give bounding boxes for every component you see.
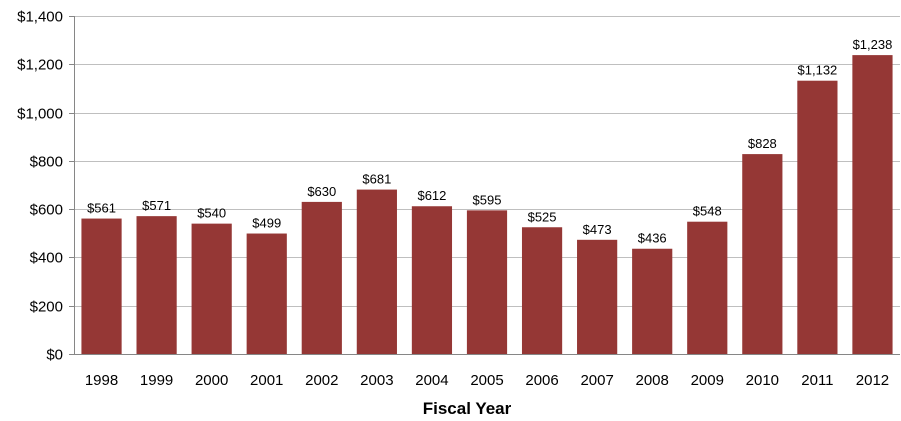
bar-1999 — [136, 216, 177, 354]
y-tick-label: $200 — [30, 299, 63, 316]
data-label-2005: $595 — [473, 192, 502, 207]
bar-2007 — [577, 239, 618, 354]
x-tick-label-2007: 2007 — [580, 372, 613, 389]
labels: $0 $200 $400 $600 $800 $1,000 $1,200 $1,400 $561… — [17, 9, 892, 390]
data-label-2000: $540 — [197, 206, 226, 221]
bar-2010 — [742, 154, 783, 354]
y-tick-label: $1,400 — [17, 9, 63, 26]
data-label-2012: $1,238 — [853, 37, 893, 52]
x-tick-label-2005: 2005 — [470, 372, 503, 389]
x-tick-label-2001: 2001 — [250, 372, 283, 389]
bar-2005 — [466, 210, 508, 354]
data-label-1999: $571 — [142, 198, 171, 213]
bar-2004 — [411, 206, 453, 354]
bar-2006 — [521, 227, 563, 354]
x-tick-label-2012: 2012 — [856, 372, 889, 389]
y-tick-label: $1,200 — [17, 57, 63, 74]
axes — [69, 16, 900, 355]
y-tick-label: $800 — [30, 154, 63, 171]
data-label-2009: $548 — [693, 204, 722, 219]
bar-2003 — [356, 189, 397, 354]
x-tick-label-1998: 1998 — [85, 372, 118, 389]
x-tick-label-2002: 2002 — [305, 372, 338, 389]
y-tick-label: $600 — [30, 202, 63, 219]
bar-2000 — [191, 223, 232, 354]
data-label-2006: $525 — [528, 209, 557, 224]
data-label-2004: $612 — [417, 188, 446, 203]
data-label-1998: $561 — [87, 201, 116, 216]
y-tick-label: $400 — [30, 250, 63, 267]
bar-2008 — [632, 248, 673, 354]
data-label-2007: $473 — [583, 222, 612, 237]
data-label-2001: $499 — [252, 216, 281, 231]
x-tick-label-2009: 2009 — [691, 372, 724, 389]
y-tick-label: $0 — [46, 347, 63, 364]
bar-1998 — [81, 218, 122, 354]
x-tick-label-2003: 2003 — [360, 372, 393, 389]
data-label-2003: $681 — [362, 172, 391, 187]
x-axis-title: Fiscal Year — [423, 399, 512, 418]
bar-2009 — [687, 221, 728, 354]
x-tick-label-1999: 1999 — [140, 372, 173, 389]
bars — [81, 55, 893, 355]
data-label-2010: $828 — [748, 136, 777, 151]
x-tick-label-2008: 2008 — [636, 372, 669, 389]
bar-2012 — [852, 55, 893, 355]
bar-2001 — [246, 233, 287, 354]
x-tick-label-2011: 2011 — [801, 372, 833, 389]
x-tick-label-2006: 2006 — [525, 372, 558, 389]
x-tick-label-2004: 2004 — [415, 372, 448, 389]
y-tick-label: $1,000 — [17, 106, 63, 123]
data-label-2002: $630 — [307, 184, 336, 199]
x-tick-label-2000: 2000 — [195, 372, 228, 389]
x-tick-label-2010: 2010 — [746, 372, 779, 389]
data-label-2008: $436 — [638, 231, 667, 246]
bar-2002 — [301, 201, 342, 354]
data-label-2011: $1,132 — [798, 63, 838, 78]
bar-2011 — [797, 80, 838, 355]
